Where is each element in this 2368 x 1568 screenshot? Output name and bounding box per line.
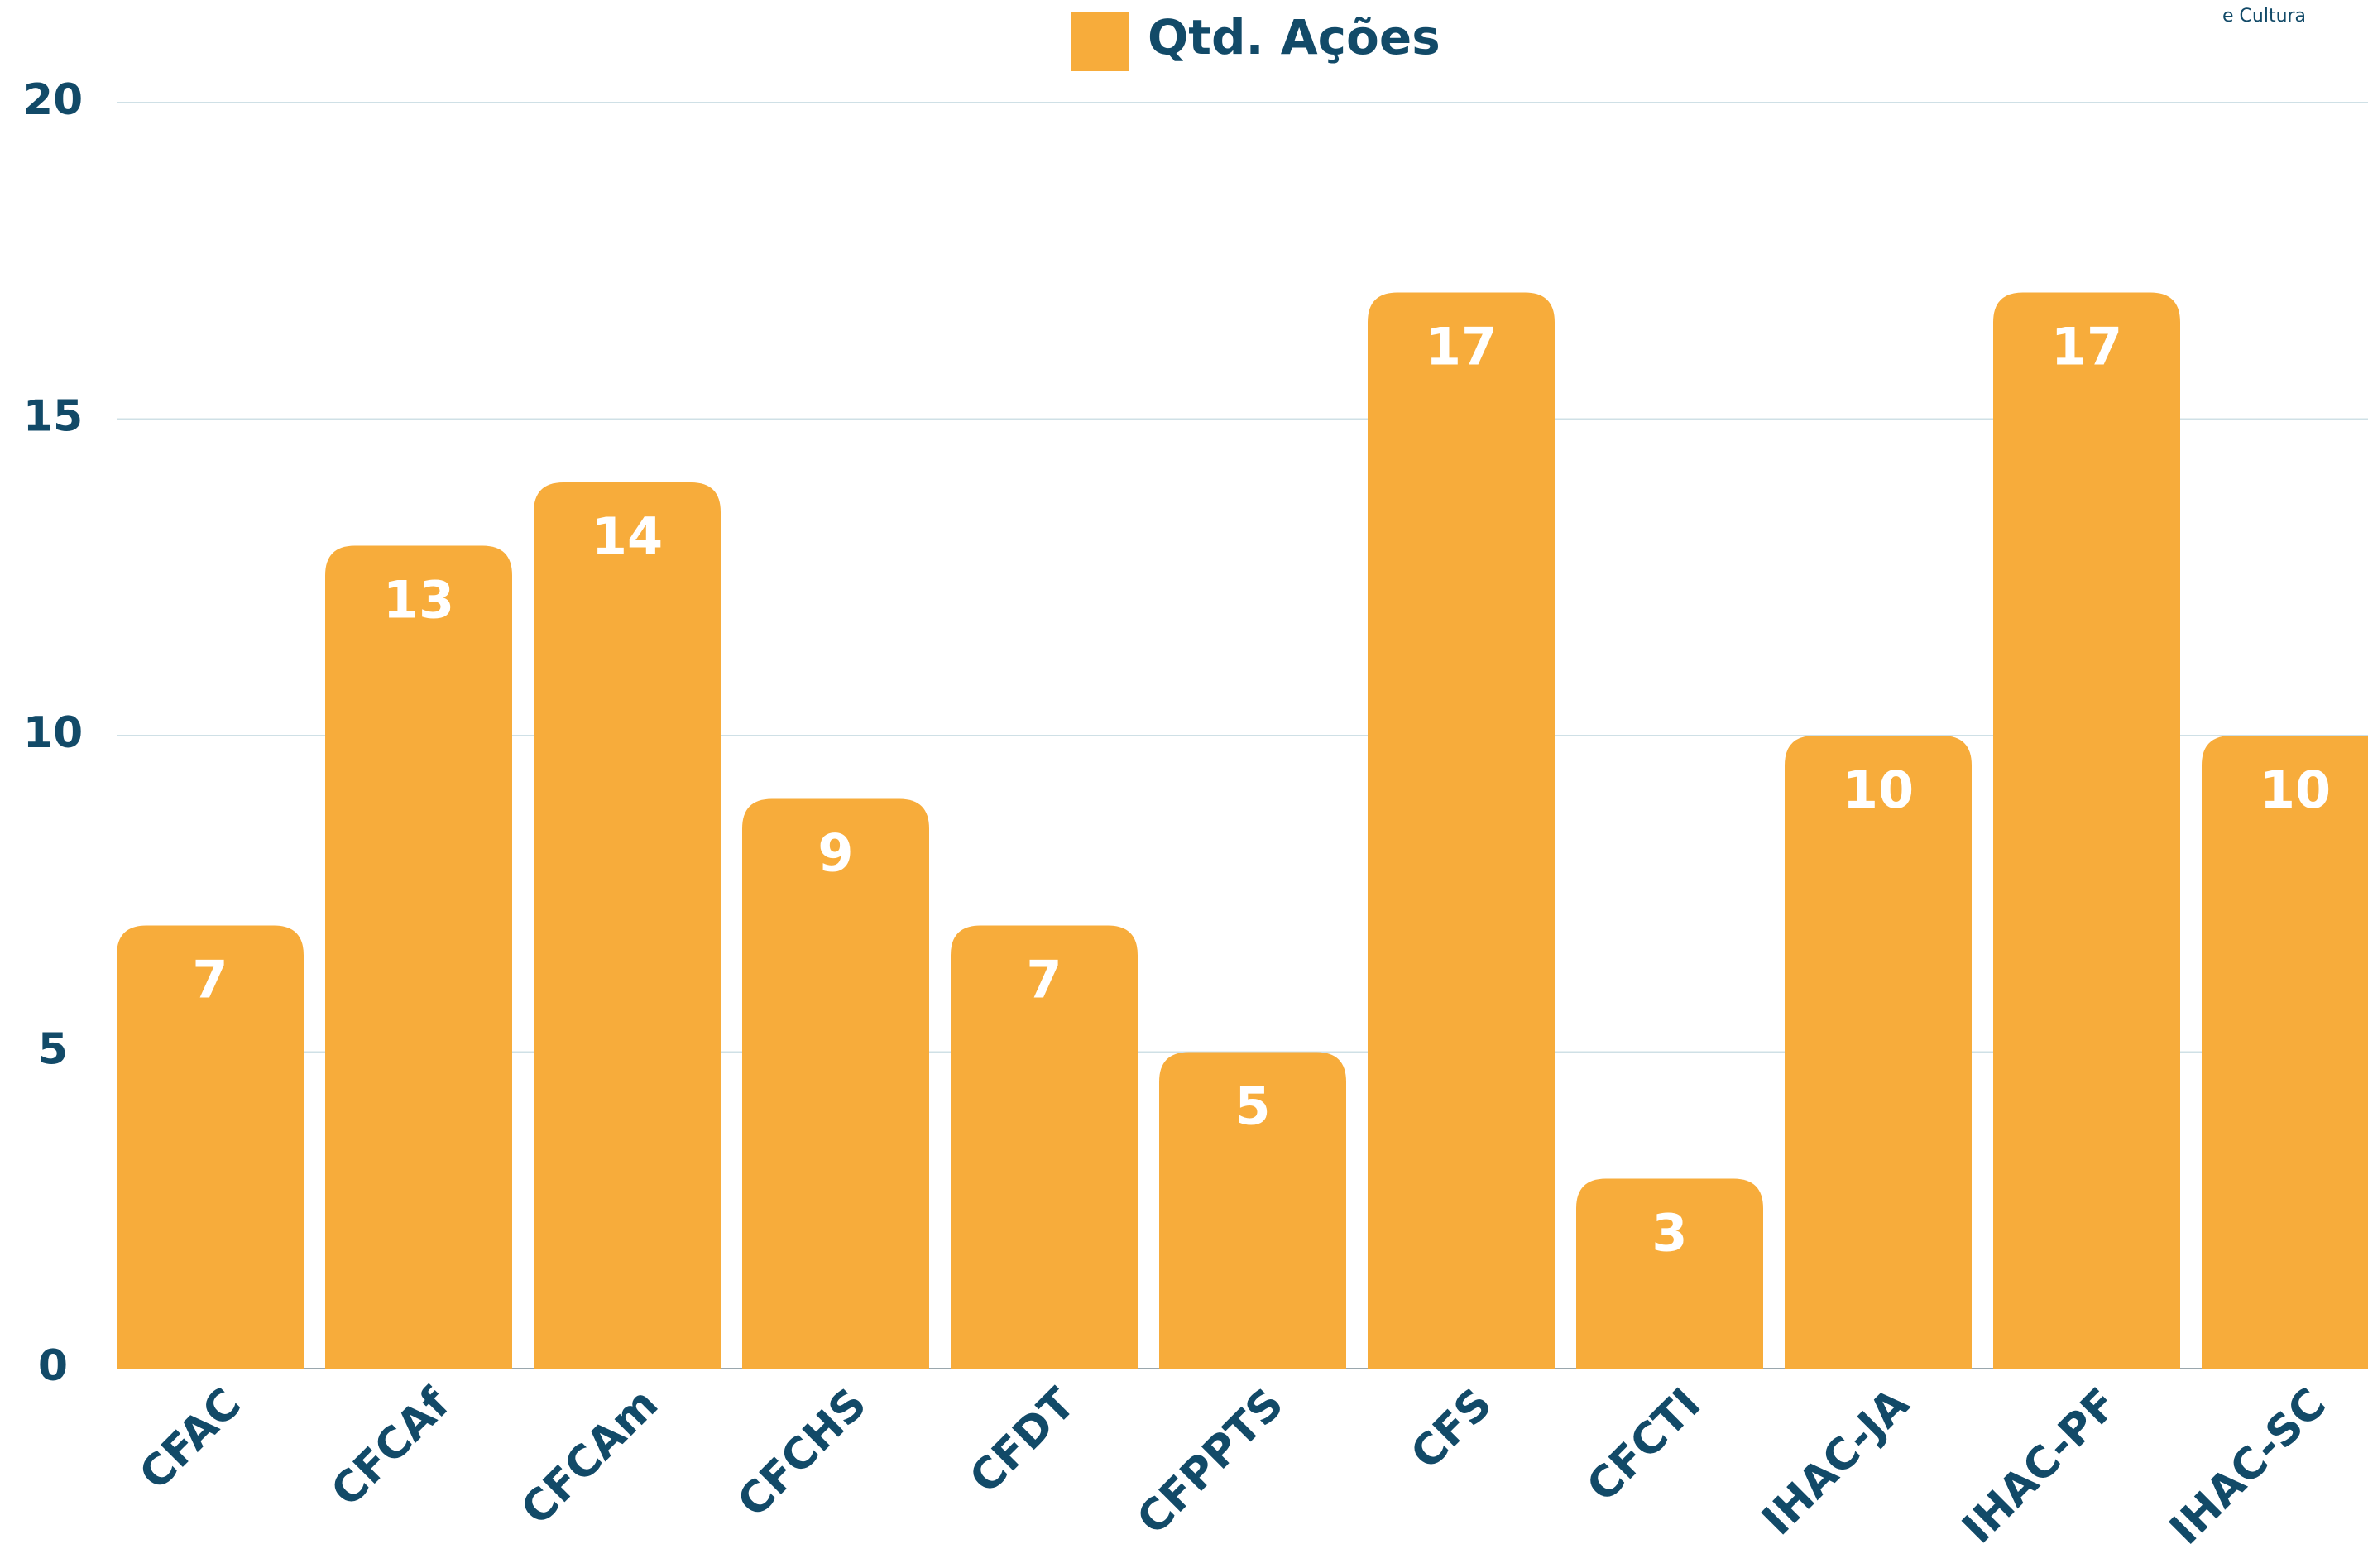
- value-label: 7: [1026, 950, 1062, 1010]
- x-tick-label: CFCHS: [728, 1379, 876, 1527]
- x-tick-label: CFCTI: [1578, 1379, 1710, 1512]
- value-label: 13: [383, 570, 454, 631]
- x-tick-label: IHAC-PF: [1953, 1379, 2127, 1553]
- value-label: 10: [1843, 760, 1914, 820]
- logo-text: e Cultura: [2222, 6, 2306, 26]
- bar: [534, 482, 721, 1369]
- x-tick-label: CFS: [1402, 1379, 1502, 1479]
- x-tick-label: CFAC: [130, 1379, 251, 1500]
- value-label: 10: [2260, 760, 2331, 820]
- bar: [1159, 1052, 1346, 1369]
- bar: [1576, 1178, 1763, 1369]
- y-tick-label: 5: [38, 1025, 68, 1075]
- value-label: 5: [1234, 1077, 1270, 1137]
- bar: [951, 925, 1138, 1369]
- x-tick-label: CFCAm: [512, 1379, 668, 1535]
- x-tick-label: CFCAf: [322, 1379, 460, 1517]
- bar: [117, 925, 304, 1369]
- value-label: 9: [817, 823, 853, 884]
- bar: [1785, 736, 1972, 1369]
- bar: [2202, 736, 2368, 1369]
- bar: [742, 798, 929, 1369]
- y-tick-label: 0: [38, 1341, 68, 1391]
- bar: [1368, 292, 1555, 1369]
- bar: [1993, 292, 2180, 1369]
- value-label: 17: [2051, 317, 2122, 377]
- value-label: 7: [192, 950, 228, 1010]
- value-label: 3: [1651, 1203, 1687, 1264]
- y-tick-label: 10: [23, 708, 83, 758]
- x-tick-label: CFDT: [961, 1379, 1086, 1503]
- legend-label: Qtd. Ações: [1148, 9, 1440, 65]
- legend-swatch: [1071, 12, 1129, 71]
- value-label: 14: [592, 506, 663, 567]
- x-tick-label: IHAC-JA: [1753, 1379, 1920, 1546]
- x-tick-label: CFPPTS: [1128, 1379, 1293, 1545]
- y-tick-label: 15: [23, 392, 83, 442]
- bar: [325, 545, 512, 1369]
- value-label: 17: [1426, 317, 1497, 377]
- y-tick-label: 20: [23, 75, 83, 125]
- x-tick-label: IHAC-SC: [2160, 1379, 2336, 1555]
